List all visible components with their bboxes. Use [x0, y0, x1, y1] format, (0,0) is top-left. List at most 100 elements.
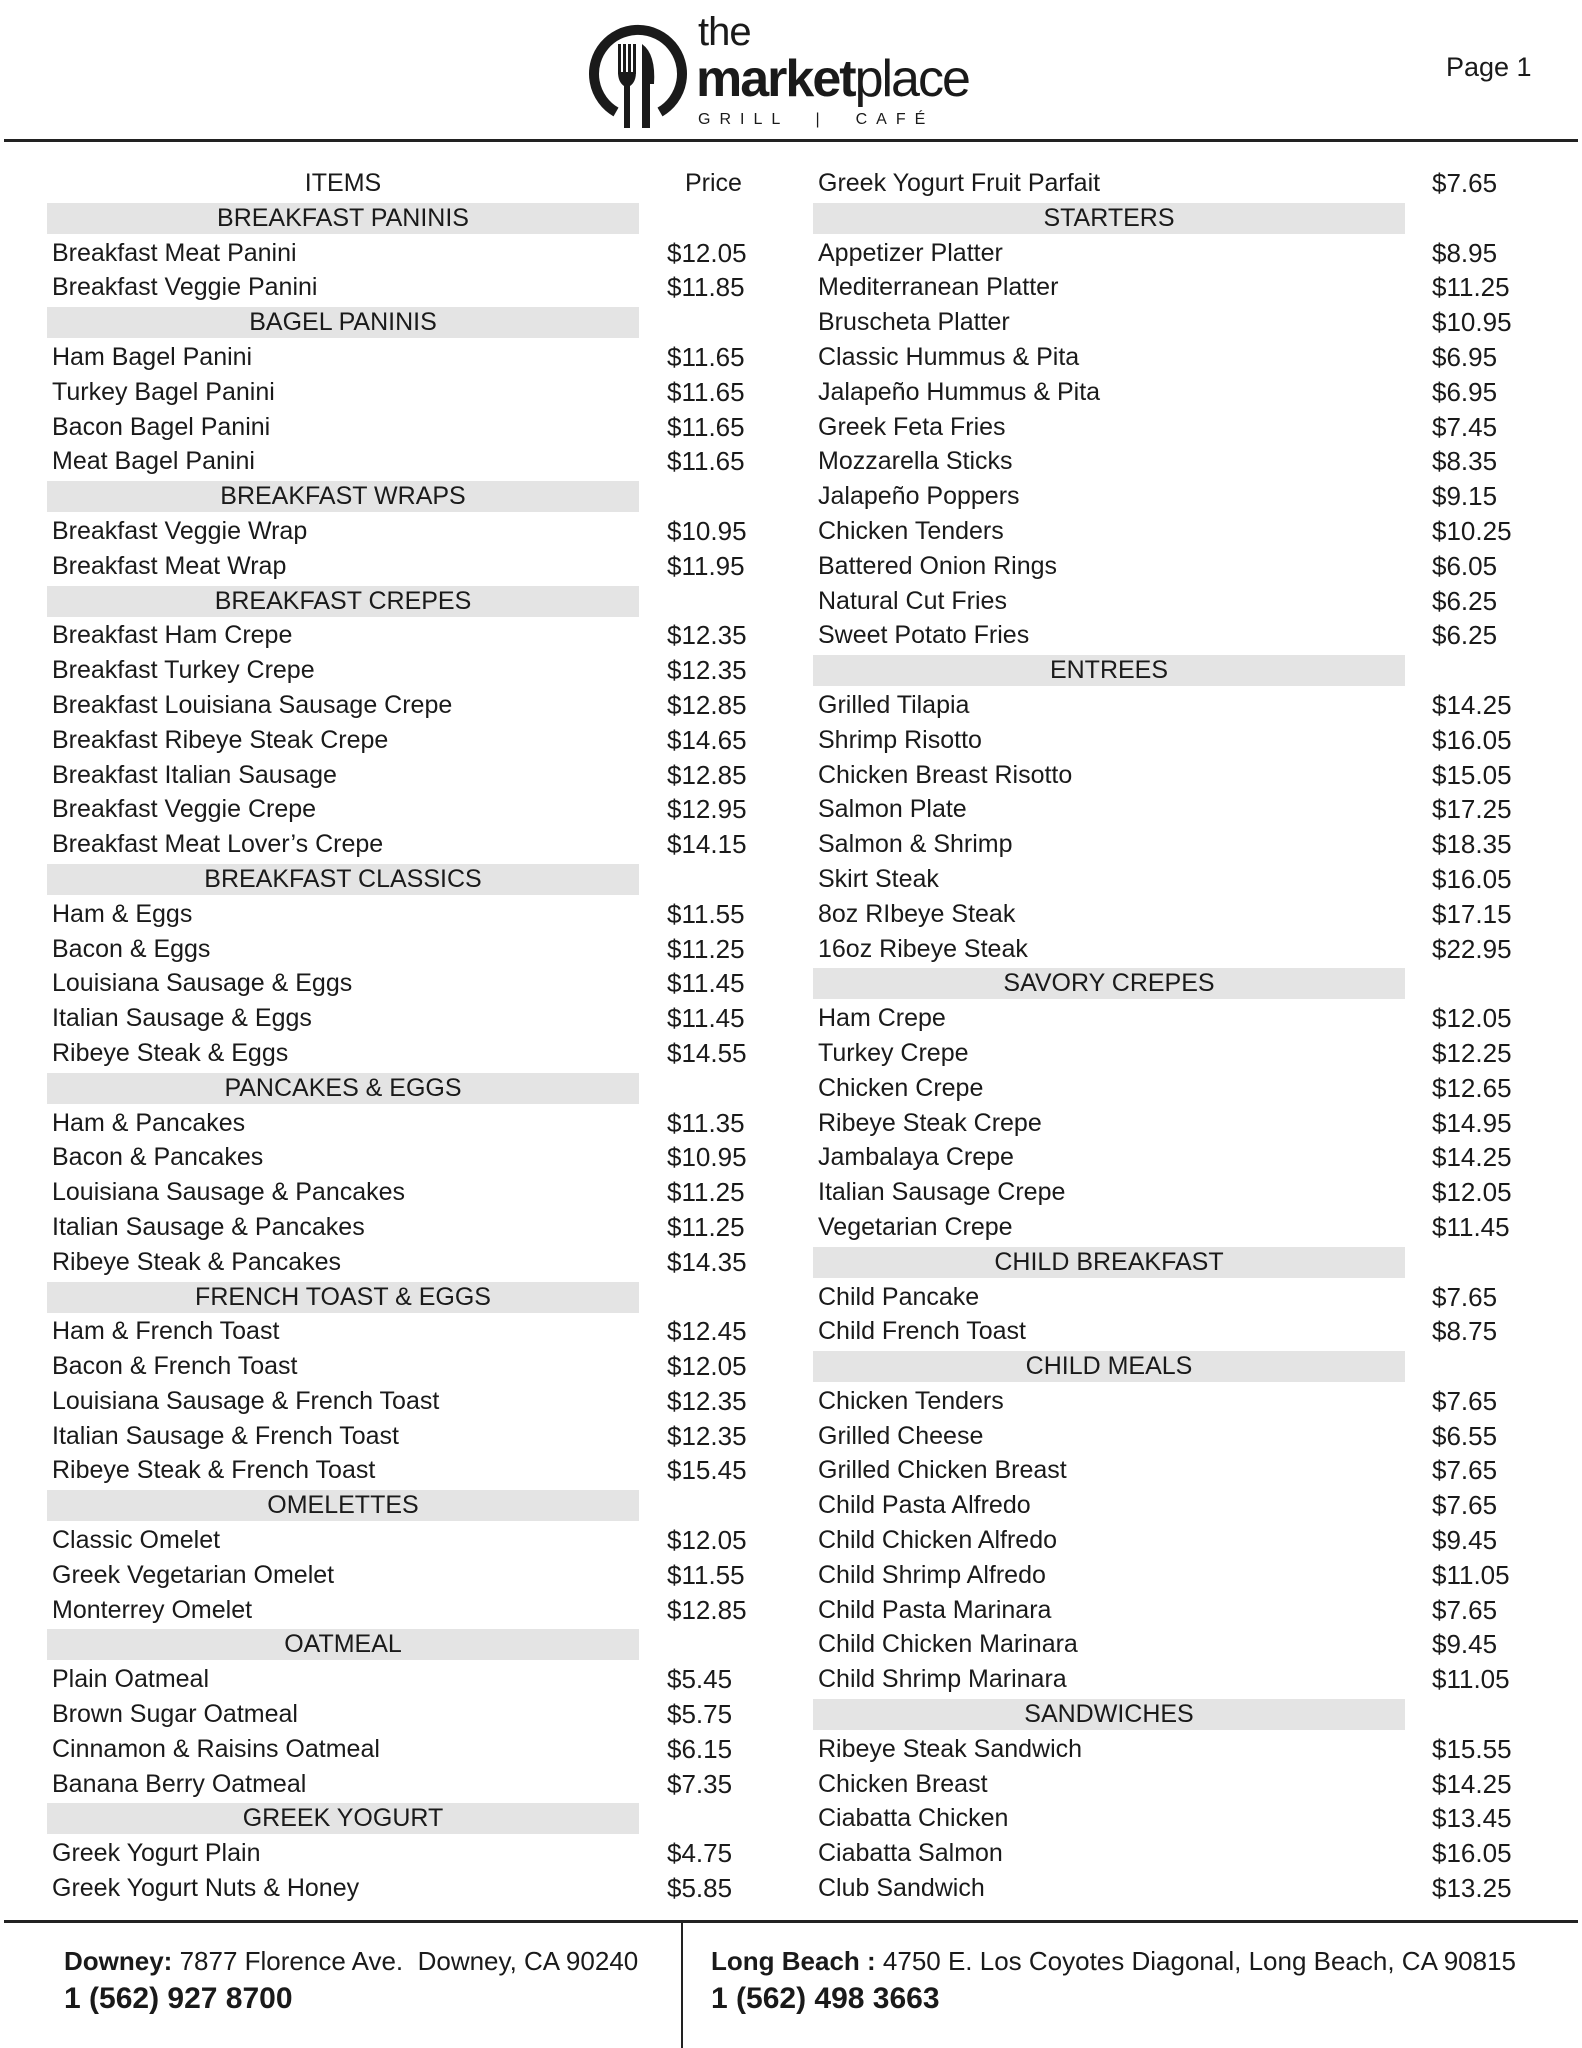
- item-name: Child Shrimp Marinara: [818, 1665, 1067, 1694]
- item-price: $11.65: [667, 411, 745, 442]
- item-price: $8.75: [1432, 1316, 1498, 1347]
- menu-item: Bacon & Pancakes $10.95: [47, 1140, 767, 1175]
- item-price: $22.95: [1432, 933, 1512, 964]
- item-name: Greek Yogurt Plain: [52, 1839, 261, 1868]
- item-name: Greek Feta Fries: [818, 412, 1006, 441]
- item-price: $14.25: [1432, 1768, 1512, 1799]
- menu-item: Breakfast Ribeye Steak Crepe $14.65: [47, 723, 767, 758]
- item-price: $16.05: [1432, 724, 1512, 755]
- menu-item: Breakfast Veggie Wrap $10.95: [47, 514, 767, 549]
- item-name: Ciabatta Chicken: [818, 1804, 1009, 1833]
- menu-item: Classic Hummus & Pita $6.95: [813, 340, 1533, 375]
- item-price: $9.15: [1432, 481, 1498, 512]
- item-price: $11.55: [667, 1559, 745, 1590]
- menu-item: Chicken Tenders $10.25: [813, 514, 1533, 549]
- section-header: BREAKFAST PANINIS: [47, 201, 767, 236]
- item-name: Louisiana Sausage & Eggs: [52, 969, 353, 998]
- item-name: Sweet Potato Fries: [818, 621, 1030, 650]
- menu-item: Ribeye Steak & French Toast $15.45: [47, 1453, 767, 1488]
- menu-item: Sweet Potato Fries $6.25: [813, 618, 1533, 653]
- item-price: $12.85: [667, 1594, 747, 1625]
- menu-item: Jalapeño Hummus & Pita $6.95: [813, 375, 1533, 410]
- section-header: OATMEAL: [47, 1627, 767, 1662]
- item-price: $12.35: [667, 1420, 747, 1451]
- item-name: Ham & French Toast: [52, 1317, 280, 1346]
- menu-item: Child Pasta Alfredo $7.65: [813, 1488, 1533, 1523]
- menu-item: Banana Berry Oatmeal $7.35: [47, 1767, 767, 1802]
- menu-item: Breakfast Meat Wrap $11.95: [47, 549, 767, 584]
- item-price: $14.65: [667, 724, 747, 755]
- section-header: BAGEL PANINIS: [47, 305, 767, 340]
- item-price: $12.05: [667, 237, 747, 268]
- item-name: Ribeye Steak Sandwich: [818, 1734, 1083, 1763]
- section-band: [47, 202, 639, 234]
- location-phone: 1 (562) 927 8700: [64, 1982, 293, 2015]
- menu-item: Plain Oatmeal $5.45: [47, 1662, 767, 1697]
- item-price: $11.65: [667, 446, 745, 477]
- item-name: Bacon Bagel Panini: [52, 412, 271, 441]
- item-name: Skirt Steak: [818, 864, 939, 893]
- item-name: Child Pasta Alfredo: [818, 1491, 1031, 1520]
- item-price: $12.25: [1432, 1037, 1512, 1068]
- section-band: [47, 1072, 639, 1104]
- item-price: $16.05: [1432, 863, 1512, 894]
- item-price: $5.85: [667, 1873, 733, 1904]
- item-name: Ribeye Steak Crepe: [818, 1108, 1042, 1137]
- item-name: Bruscheta Platter: [818, 308, 1010, 337]
- footer-location-downey: Downey: 7877 Florence Ave. Downey, CA 90…: [64, 1945, 638, 2017]
- section-header: FRENCH TOAST & EGGS: [47, 1280, 767, 1315]
- item-price: $11.55: [667, 898, 745, 929]
- section-band: [47, 585, 639, 617]
- item-name: Greek Yogurt Fruit Parfait: [818, 169, 1101, 197]
- item-name: Child Pasta Marinara: [818, 1595, 1052, 1624]
- item-price: $9.45: [1432, 1525, 1498, 1556]
- item-name: Ham Crepe: [818, 1004, 946, 1033]
- item-name: Jalapeño Hummus & Pita: [818, 377, 1101, 406]
- item-price: $8.35: [1432, 446, 1498, 477]
- item-name: Bacon & Eggs: [52, 934, 211, 963]
- item-price: $11.85: [667, 272, 745, 303]
- menu-item: Breakfast Louisiana Sausage Crepe $12.85: [47, 688, 767, 723]
- item-name: Breakfast Veggie Wrap: [52, 516, 308, 545]
- item-name: Child French Toast: [818, 1317, 1026, 1346]
- menu-item: Cinnamon & Raisins Oatmeal $6.15: [47, 1732, 767, 1767]
- menu-item: Greek Yogurt Nuts & Honey $5.85: [47, 1871, 767, 1906]
- item-name: Breakfast Louisiana Sausage Crepe: [52, 690, 453, 719]
- item-name: Turkey Crepe: [818, 1038, 969, 1067]
- location-phone: 1 (562) 498 3663: [711, 1982, 940, 2015]
- item-name: Chicken Breast: [818, 1769, 988, 1798]
- location-label: Downey:: [64, 1946, 173, 1976]
- menu-item: Battered Onion Rings $6.05: [813, 549, 1533, 584]
- section-band: [813, 1699, 1405, 1731]
- item-name: Breakfast Meat Lover’s Crepe: [52, 830, 384, 859]
- menu-item: Breakfast Turkey Crepe $12.35: [47, 653, 767, 688]
- logo-tagline: GRILL | CAFÉ: [698, 111, 935, 128]
- item-price: $13.45: [1432, 1803, 1512, 1834]
- menu-item: Chicken Breast Risotto $15.05: [813, 758, 1533, 793]
- menu-item: Jalapeño Poppers $9.15: [813, 479, 1533, 514]
- item-name: Natural Cut Fries: [818, 586, 1007, 615]
- menu-item: Meat Bagel Panini $11.65: [47, 444, 767, 479]
- item-price: $11.25: [667, 1177, 745, 1208]
- item-price: $7.65: [1432, 1455, 1498, 1486]
- menu-item: Breakfast Meat Panini $12.05: [47, 236, 767, 271]
- menu-item: Child French Toast $8.75: [813, 1314, 1533, 1349]
- section-header: CHILD BREAKFAST: [813, 1245, 1533, 1280]
- section-header: PANCAKES & EGGS: [47, 1071, 767, 1106]
- menu-item: Child Chicken Marinara $9.45: [813, 1627, 1533, 1662]
- column-headers: ITEMS Price: [47, 166, 767, 201]
- menu-item: Turkey Bagel Panini $11.65: [47, 375, 767, 410]
- menu-item: Salmon Plate $17.25: [813, 792, 1533, 827]
- menu-item: Greek Yogurt Plain $4.75: [47, 1836, 767, 1871]
- section-header: CHILD MEALS: [813, 1349, 1533, 1384]
- item-price: $15.55: [1432, 1733, 1512, 1764]
- item-name: Salmon & Shrimp: [818, 830, 1013, 859]
- menu-item: Appetizer Platter $8.95: [813, 236, 1533, 271]
- item-name: Meat Bagel Panini: [52, 447, 255, 476]
- menu-item: Mediterranean Platter $11.25: [813, 270, 1533, 305]
- menu-item: Child Shrimp Marinara $11.05: [813, 1662, 1533, 1697]
- item-price: $18.35: [1432, 829, 1512, 860]
- menu-item: Chicken Breast $14.25: [813, 1767, 1533, 1802]
- item-name: Bacon & French Toast: [52, 1352, 298, 1381]
- section-title: BREAKFAST PANINIS: [217, 203, 469, 232]
